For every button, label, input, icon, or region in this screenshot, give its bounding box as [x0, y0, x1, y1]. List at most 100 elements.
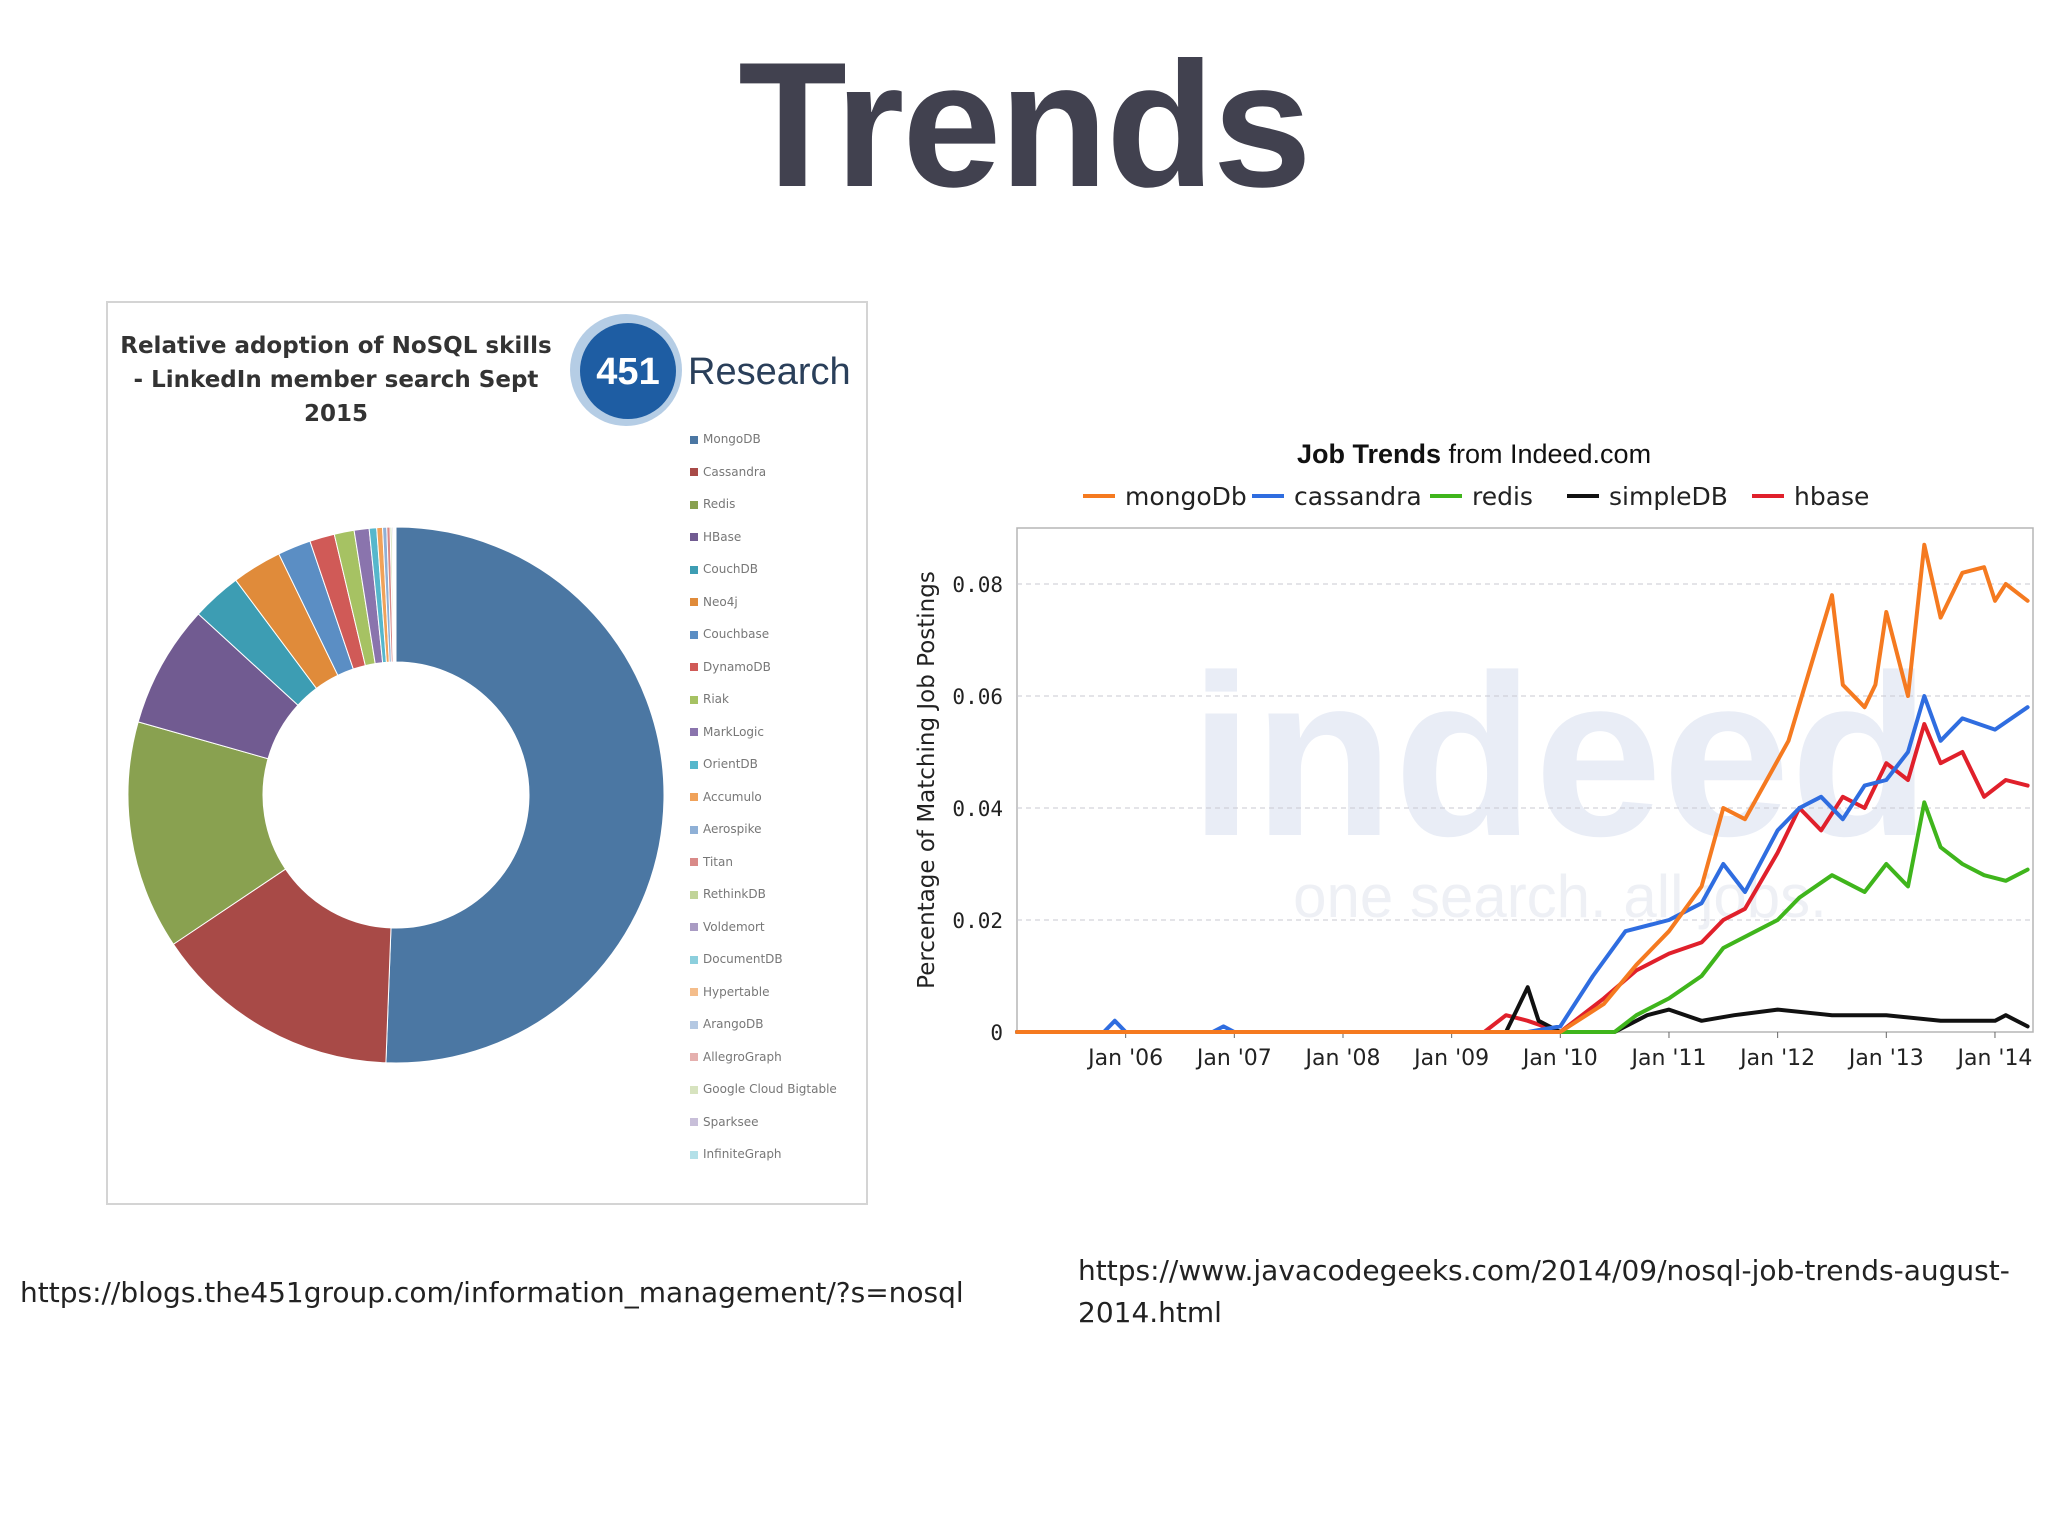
legend-swatch [690, 695, 698, 704]
legend-label-mongodb: mongoDb [1125, 482, 1247, 511]
pie-legend-item: Neo4j [690, 586, 738, 618]
legend-swatch [690, 923, 698, 931]
pie-legend-item: RethinkDB [690, 878, 766, 910]
x-tick-label: Jan '12 [1738, 1046, 1815, 1071]
legend-label: Voldemort [703, 919, 765, 934]
legend-swatch [690, 663, 698, 671]
legend-swatch [690, 500, 698, 509]
legend-label: Hypertable [703, 984, 770, 999]
legend-label: Accumulo [703, 789, 762, 804]
legend-label: DynamoDB [703, 659, 771, 674]
legend-label: Sparksee [703, 1114, 759, 1129]
job-trends-title: Job Trends from Indeed.com [1297, 439, 1651, 469]
legend-swatch [690, 1053, 698, 1061]
pie-legend-item: ArangoDB [690, 1008, 764, 1040]
x-tick-label: Jan '14 [1955, 1046, 2032, 1071]
legend-swatch [690, 728, 698, 736]
pie-legend-item: Riak [690, 683, 729, 715]
legend-swatch [690, 598, 698, 606]
pie-legend-item: Accumulo [690, 781, 762, 813]
pie-slice-cassandra [172, 868, 392, 1064]
legend-label: InfiniteGraph [703, 1147, 782, 1161]
source-link-451[interactable]: https://blogs.the451group.com/informatio… [20, 1276, 964, 1309]
pie-legend-item: Redis [690, 488, 735, 520]
pie-legend-item: Voldemort [690, 911, 765, 943]
y-tick-label: 0.08 [952, 573, 1003, 597]
pie-legend-item: OrientDB [690, 748, 758, 780]
legend-label: AllegroGraph [703, 1049, 782, 1064]
legend-label: CouchDB [703, 562, 759, 576]
legend-swatch [690, 1085, 698, 1094]
job-trends-chart: Job Trends from Indeed.com mongoDb cassand… [914, 439, 2034, 1071]
pie-legend-item: HBase [690, 521, 741, 553]
legend-swatch [690, 565, 698, 574]
legend-swatch [690, 890, 698, 899]
pie-legend-item: Titan [690, 846, 733, 878]
legend-label: Neo4j [703, 594, 738, 609]
legend-swatch [690, 1150, 698, 1159]
legend-swatch [690, 988, 698, 996]
pie-legend-item: Hypertable [690, 976, 769, 1008]
legend-swatch [690, 435, 698, 444]
legend-swatch [690, 825, 698, 834]
legend-label-simpledb: simpleDB [1609, 482, 1728, 511]
legend-label: MongoDB [703, 432, 761, 446]
pie-legend-item: MarkLogic [690, 716, 764, 748]
legend-label-hbase: hbase [1794, 482, 1869, 511]
pie-legend-item: MongoDB [690, 423, 761, 455]
pie-chart-title: Relative adoption of NoSQL skills - Link… [120, 333, 552, 427]
legend-label: HBase [703, 529, 742, 544]
legend-label: Google Cloud Bigtable [703, 1082, 837, 1096]
x-tick-label: Jan '11 [1630, 1046, 1707, 1071]
x-tick-label: Jan '10 [1521, 1046, 1598, 1071]
legend-swatch [690, 1020, 698, 1029]
y-tick-label: 0.02 [952, 909, 1003, 933]
x-tick-label: Jan '07 [1195, 1046, 1272, 1071]
legend-label: DocumentDB [703, 952, 783, 966]
pie-slice-mongodb [385, 526, 665, 1064]
451-research-logo: 451 Research [570, 314, 851, 426]
source-link-javacodegeeks[interactable]: https://www.javacodegeeks.com/2014/09/no… [1078, 1254, 2010, 1329]
pie-legend-item: Google Cloud Bigtable [690, 1073, 837, 1105]
series-line-redis [1015, 800, 2030, 1034]
pie-legend-item: CouchDB [690, 553, 758, 585]
legend-swatch [690, 533, 698, 541]
indeed-watermark: indeed [1189, 627, 1930, 884]
legend-label: MarkLogic [703, 724, 764, 739]
nosql-adoption-panel: Relative adoption of NoSQL skills - Link… [106, 301, 868, 1205]
pie-legend-item: DocumentDB [690, 943, 783, 975]
y-tick-label: 0 [990, 1021, 1003, 1045]
series-line-mongodb [1015, 542, 2030, 1034]
pie-legend-item: Sparksee [690, 1106, 759, 1138]
y-tick-label: 0.04 [952, 797, 1003, 821]
legend-label: OrientDB [703, 757, 758, 771]
y-axis-label: Percentage of Matching Job Postings [914, 571, 940, 989]
slide-title: Trends [738, 25, 1312, 224]
x-tick-label: Jan '08 [1304, 1046, 1381, 1071]
logo-number: 451 [596, 351, 659, 393]
nosql-donut-chart [127, 526, 665, 1064]
legend-label: Aerospike [703, 822, 762, 836]
pie-legend-item: DynamoDB [690, 651, 771, 683]
pie-legend-item: Aerospike [690, 813, 762, 845]
legend-label: Titan [703, 854, 733, 869]
pie-slice-redis [127, 721, 287, 945]
pie-legend-item: Cassandra [690, 456, 766, 488]
legend-label: RethinkDB [703, 887, 766, 901]
legend-swatch [690, 1118, 698, 1126]
legend-swatch [690, 955, 698, 964]
pie-legend-item: AllegroGraph [690, 1041, 782, 1073]
x-tick-label: Jan '13 [1847, 1046, 1924, 1071]
x-tick-label: Jan '06 [1086, 1046, 1163, 1071]
legend-label: Riak [703, 692, 729, 706]
indeed-watermark-tagline: one search. all jobs. [1293, 863, 1827, 930]
logo-text: Research [688, 351, 851, 393]
pie-legend-item: InfiniteGraph [690, 1138, 782, 1170]
legend-label: Redis [703, 497, 736, 511]
legend-swatch [690, 468, 698, 476]
legend-swatch [690, 760, 698, 769]
legend-swatch [690, 630, 698, 639]
x-tick-label: Jan '09 [1412, 1046, 1489, 1071]
series-line-simpledb [1015, 985, 2030, 1034]
legend-label: ArangoDB [703, 1017, 764, 1031]
